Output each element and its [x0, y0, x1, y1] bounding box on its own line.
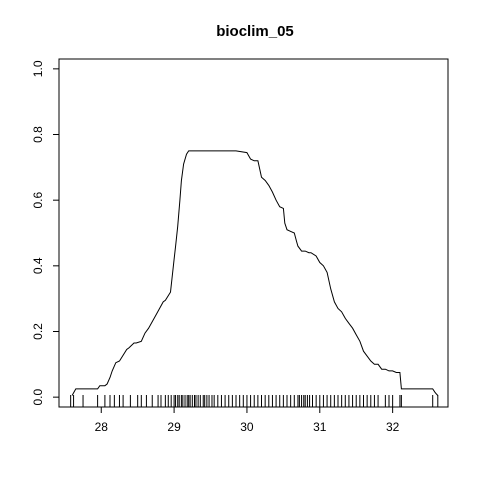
response-curve — [71, 150, 439, 396]
x-tick-label: 28 — [95, 420, 109, 434]
x-tick-label: 30 — [240, 420, 254, 434]
x-tick-label: 29 — [167, 420, 181, 434]
x-tick-label: 32 — [386, 420, 400, 434]
y-tick-label: 0.0 — [31, 388, 45, 405]
x-axis: 28 29 30 31 32 — [95, 407, 400, 434]
y-tick-label: 1.0 — [31, 60, 45, 77]
y-tick-label: 0.2 — [31, 323, 45, 340]
y-axis: 0.0 0.2 0.4 0.6 0.8 1.0 — [31, 60, 59, 405]
y-tick-label: 0.6 — [31, 192, 45, 209]
rug-marks — [70, 395, 439, 407]
y-tick-label: 0.4 — [31, 257, 45, 274]
plot-frame — [58, 58, 449, 408]
x-tick-label: 31 — [313, 420, 327, 434]
y-tick-label: 0.8 — [31, 126, 45, 143]
chart-title: bioclim_05 — [216, 23, 294, 40]
